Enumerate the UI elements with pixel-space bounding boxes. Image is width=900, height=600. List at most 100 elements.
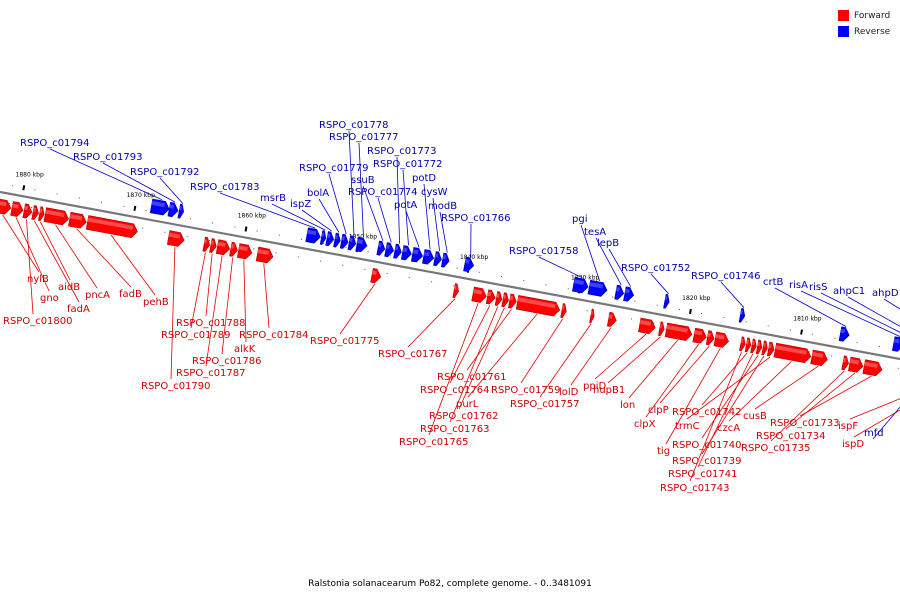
gene-highlight [45, 209, 65, 218]
gene-arrow [560, 303, 567, 319]
leader-line [697, 353, 754, 468]
leader-line [594, 333, 647, 380]
gene-labels: RSPO_c01794 RSPO_c01793 RSPO_c01792 RSPO_c0… [3, 120, 899, 494]
gene-label: RSPO_c01794 [20, 138, 90, 149]
genome-backbone [0, 190, 900, 361]
gene-label: RSPO_c01772 [373, 159, 443, 170]
gene-arrow [501, 292, 509, 308]
gene-arrow [589, 308, 595, 324]
leader-line [49, 148, 162, 200]
leader-line [339, 283, 376, 335]
leader-line [800, 290, 900, 337]
reverse-swatch [838, 26, 849, 37]
gene-label: RSPO_c01793 [73, 152, 143, 163]
gene-label: RSPO_c01766 [441, 213, 511, 224]
gene-label: nylB [27, 274, 49, 285]
gene-label: purL [456, 399, 479, 410]
leader-line [754, 365, 819, 410]
gene-arrow [422, 249, 435, 265]
gene-label: ispZ [290, 199, 311, 210]
gene-highlight [33, 207, 37, 212]
gene-arrows [0, 198, 900, 377]
gene-label: lepB [597, 238, 619, 249]
leader-line [159, 177, 184, 204]
gene-highlight [893, 338, 900, 344]
leader-line [328, 173, 347, 235]
gene-label: RSPO_c01767 [378, 349, 448, 360]
gene-highlight [768, 343, 772, 349]
scale-tick [689, 308, 692, 315]
gene-label: aidB [58, 282, 80, 293]
leader-line [728, 361, 792, 422]
gene-label: lon [620, 400, 635, 411]
gene-label: RSPO_c01734 [756, 431, 826, 442]
gene-highlight [573, 279, 585, 285]
gene-label: lolD [559, 387, 579, 398]
leader-line [628, 339, 679, 399]
gene-label: RSPO_c01758 [509, 246, 579, 257]
gene-highlight [341, 236, 345, 241]
gene-label: pgi [572, 214, 587, 225]
gene-label: RSPO_c01783 [190, 182, 260, 193]
gene-highlight [591, 310, 593, 316]
leader-line [348, 130, 355, 236]
scale-tick [22, 185, 26, 191]
leader-line [608, 248, 632, 287]
gene-label: modB [428, 201, 457, 212]
leader-line [701, 352, 748, 406]
gene-label: RSPO_c01788 [176, 318, 246, 329]
leader-line [407, 298, 456, 348]
leader-line [301, 209, 333, 232]
gene-arrow [892, 336, 900, 352]
figure-caption: Ralstonia solanacearum Po82, complete ge… [308, 579, 592, 589]
leader-line [33, 220, 80, 303]
gene-highlight [509, 295, 514, 301]
gene-arrow [658, 321, 665, 337]
leader-line [686, 356, 771, 420]
gene-label: RSPO_c01743 [660, 483, 730, 494]
gene-label: gno [40, 293, 59, 304]
gene-highlight [616, 287, 620, 292]
scale-label: 1840 kbp [460, 254, 488, 261]
gene-label: fadB [119, 289, 142, 300]
gene-label: clpX [634, 419, 656, 430]
gene-highlight [257, 249, 269, 255]
gene-label: RSPO_c01742 [672, 407, 742, 418]
gene-arrow [10, 201, 24, 217]
gene-highlight [625, 288, 630, 294]
gene-label: tig [657, 446, 670, 457]
leader-line [205, 253, 213, 317]
gene-highlight [327, 233, 331, 238]
gene-label: RSPO_c01735 [741, 443, 811, 454]
leader-line [243, 259, 247, 343]
gene-label: RSPO_c01765 [399, 437, 469, 448]
gene-highlight [335, 235, 338, 240]
forward-swatch [838, 10, 849, 21]
gene-highlight [386, 244, 390, 249]
gene-arrow [31, 205, 39, 221]
gene-arrow [705, 330, 715, 346]
gene-label: mfd [864, 428, 884, 439]
leader-line [190, 252, 206, 329]
gene-arrow [376, 240, 386, 256]
gene-highlight [694, 330, 703, 336]
leader-line [820, 292, 900, 333]
leader-line [539, 323, 592, 398]
scale-label: 1870 kbp [127, 192, 155, 199]
gene-arrow [209, 238, 217, 253]
gene-label: RSPO_c01800 [3, 316, 73, 327]
gene-highlight [715, 334, 725, 340]
leader-line [570, 327, 612, 386]
leader-line [221, 257, 234, 355]
gene-highlight [812, 352, 824, 358]
leader-line [645, 343, 700, 418]
leader-line [428, 302, 479, 436]
gene-arrow [663, 293, 670, 309]
leader-line [55, 224, 98, 289]
gene-arrow [739, 336, 746, 352]
gene-label: crtB [763, 277, 784, 288]
gene-arrow [410, 247, 423, 263]
gene-label: RSPO_c01764 [420, 385, 490, 396]
gene-highlight [231, 244, 235, 249]
gene-highlight [39, 208, 43, 213]
